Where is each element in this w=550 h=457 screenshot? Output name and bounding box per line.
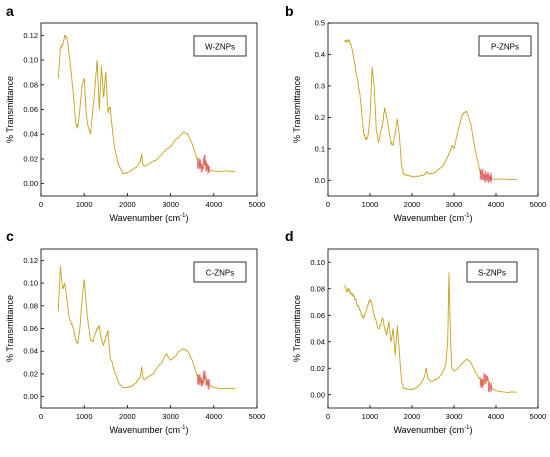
legend-box <box>466 261 518 283</box>
panel-b: b 0 1000 2000 3000 4000 5000 0.0 0.1 0.2 0.3 0.4 0.5… <box>285 3 546 223</box>
series-line <box>344 38 518 181</box>
x-tick-label: 3000 <box>162 412 179 421</box>
y-tick-label: 0.00 <box>23 179 38 188</box>
x-tick-label: 0 <box>326 200 330 209</box>
legend-box <box>478 35 532 57</box>
y-tick-label: 0.1 <box>315 144 325 153</box>
x-tick-label: 4000 <box>488 200 505 209</box>
x-tick-label: 0 <box>39 200 43 209</box>
plot-frame <box>327 248 539 409</box>
x-tick-label: 0 <box>326 412 330 421</box>
noise-region <box>479 168 493 184</box>
x-tick-label: 1000 <box>362 412 379 421</box>
legend-label: S-ZNPs <box>478 269 506 278</box>
x-axis-label: Wavenumber (cm-1) <box>109 425 188 435</box>
y-tick-label: 0.12 <box>23 256 38 265</box>
plot-frame <box>327 22 539 197</box>
x-tick-label: 5000 <box>249 412 266 421</box>
noise-region <box>479 372 493 393</box>
x-tick-label: 0 <box>39 412 43 421</box>
x-tick-label: 3000 <box>162 200 179 209</box>
y-axis-label: % Transmittance <box>292 76 302 143</box>
legend-label: W-ZNPs <box>205 43 235 52</box>
y-tick-label: 0.5 <box>315 19 325 28</box>
y-axis-label: % Transmittance <box>5 76 15 143</box>
x-tick-label: 2000 <box>404 412 421 421</box>
x-tick-label: 2000 <box>119 200 136 209</box>
panel-letter: d <box>285 228 294 244</box>
y-tick-label: 0.10 <box>310 258 325 267</box>
x-tick-label: 2000 <box>404 200 421 209</box>
panel-a: a 0 1000 2000 3000 4000 5000 0.00 0.02 0.04 0.06 0.… <box>5 3 265 223</box>
y-tick-label: 0.00 <box>23 392 38 401</box>
y-tick-label: 0.04 <box>23 130 38 139</box>
panel-d: d 0 1000 2000 3000 4000 5000 0.00 0.02 0.04 0.06 0.… <box>285 228 546 435</box>
x-tick-label: 1000 <box>76 412 93 421</box>
y-tick-label: 0.04 <box>310 337 325 346</box>
panel-letter: c <box>6 228 14 244</box>
y-tick-label: 0.02 <box>23 154 38 163</box>
x-tick-label: 4000 <box>205 412 222 421</box>
legend-box <box>193 261 247 283</box>
y-tick-label: 0.06 <box>23 324 38 333</box>
y-tick-label: 0.3 <box>315 81 325 90</box>
x-tick-label: 4000 <box>488 412 505 421</box>
x-axis-label: Wavenumber (cm-1) <box>393 425 472 435</box>
y-tick-label: 0.10 <box>23 56 38 65</box>
legend-box <box>193 35 247 57</box>
x-tick-label: 5000 <box>249 200 266 209</box>
x-axis-label: Wavenumber (cm-1) <box>109 213 188 223</box>
y-tick-label: 0.02 <box>310 364 325 373</box>
y-tick-label: 0.06 <box>310 311 325 320</box>
legend-label: P-ZNPs <box>491 43 519 52</box>
y-tick-label: 0.04 <box>23 347 38 356</box>
y-tick-label: 0.10 <box>23 279 38 288</box>
y-tick-label: 0.06 <box>23 105 38 114</box>
x-tick-label: 5000 <box>530 200 547 209</box>
y-tick-label: 0.08 <box>310 284 325 293</box>
x-tick-label: 2000 <box>119 412 136 421</box>
y-tick-label: 0.0 <box>315 176 325 185</box>
x-axis-label: Wavenumber (cm-1) <box>393 213 472 223</box>
series-line <box>344 272 518 393</box>
panel-letter: b <box>285 3 294 19</box>
series-line <box>57 34 236 175</box>
panel-letter: a <box>6 3 14 19</box>
y-axis-label: % Transmittance <box>292 295 302 362</box>
panel-c: c 0 1000 2000 3000 4000 5000 0.00 0.02 0.04 0.06 0.… <box>5 228 265 435</box>
y-tick-label: 0.4 <box>315 50 325 59</box>
y-tick-label: 0.12 <box>23 31 38 40</box>
y-tick-label: 0.08 <box>23 80 38 89</box>
series-line <box>57 265 236 390</box>
y-tick-label: 0.2 <box>315 113 325 122</box>
y-tick-label: 0.02 <box>23 369 38 378</box>
x-tick-label: 3000 <box>446 412 463 421</box>
noise-region <box>197 369 210 390</box>
legend-label: C-ZNPs <box>206 269 234 278</box>
x-tick-label: 1000 <box>362 200 379 209</box>
x-tick-label: 4000 <box>205 200 222 209</box>
noise-region <box>197 154 210 175</box>
y-axis-label: % Transmittance <box>5 295 15 362</box>
x-tick-label: 5000 <box>530 412 547 421</box>
y-tick-label: 0.08 <box>23 301 38 310</box>
x-tick-label: 3000 <box>446 200 463 209</box>
x-tick-label: 1000 <box>76 200 93 209</box>
y-tick-label: 0.00 <box>310 390 325 399</box>
